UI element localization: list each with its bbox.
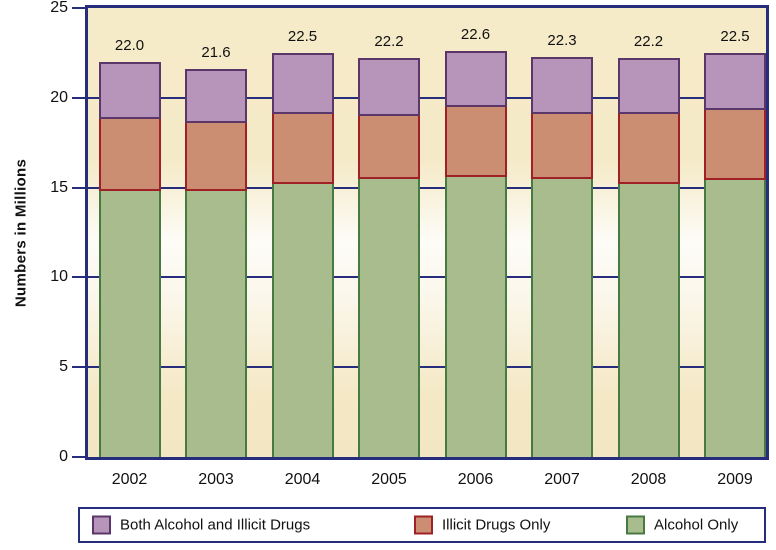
legend-item-illicit-drugs-only: Illicit Drugs Only — [414, 515, 551, 535]
bar-segment-2008-alcohol-only — [617, 184, 680, 457]
bar-segment-2005-both-alcohol-and-illicit-drugs — [358, 58, 420, 116]
y-tick-label-0: 0 — [59, 448, 68, 465]
x-tick-label-2008: 2008 — [630, 471, 667, 488]
y-tick-label-25: 25 — [50, 0, 68, 16]
legend-swatch — [414, 515, 433, 535]
bar-total-label: 22.6 — [460, 26, 491, 44]
bar-segment-2006-illicit-drugs-only — [444, 106, 507, 177]
legend-label: Alcohol Only — [654, 516, 739, 534]
y-tick-label-5: 5 — [59, 358, 68, 376]
y-tick-20 — [72, 96, 85, 99]
gridline-15 — [88, 186, 766, 189]
legend-label: Illicit Drugs Only — [442, 516, 551, 534]
legend: Both Alcohol and Illicit Drugs Illicit Dr… — [78, 507, 766, 543]
bar-segment-2007-both-alcohol-and-illicit-drugs — [531, 56, 593, 114]
legend-swatch — [92, 515, 111, 535]
bar-total-label: 22.0 — [114, 36, 145, 54]
gridline-10 — [88, 276, 766, 279]
y-tick-label-20: 20 — [50, 88, 68, 106]
bar-segment-2004-alcohol-only — [271, 184, 334, 457]
bar-segment-2002-both-alcohol-and-illicit-drugs — [98, 61, 161, 120]
bar-total-label: 21.6 — [201, 44, 231, 62]
y-tick-0 — [72, 456, 85, 458]
bar-segment-2008-both-alcohol-and-illicit-drugs — [617, 58, 680, 114]
bar-total-label: 22.2 — [633, 33, 664, 51]
bar-segment-2006-both-alcohol-and-illicit-drugs — [444, 51, 507, 107]
bar-total-label: 22.2 — [374, 33, 404, 51]
y-tick-15 — [72, 186, 85, 189]
bar-segment-2005-alcohol-only — [358, 178, 420, 457]
legend-item-alcohol-only: Alcohol Only — [626, 515, 739, 535]
bar-segment-2009-alcohol-only — [704, 180, 766, 457]
x-tick-label-2009: 2009 — [717, 471, 753, 488]
x-tick-label-2004: 2004 — [284, 471, 321, 488]
legend-swatch — [626, 515, 645, 535]
bar-segment-2002-alcohol-only — [98, 191, 161, 457]
y-tick-label-10: 10 — [50, 268, 68, 286]
legend-label: Both Alcohol and Illicit Drugs — [120, 516, 311, 534]
bar-segment-2005-illicit-drugs-only — [358, 115, 420, 179]
bar-total-label: 22.3 — [547, 31, 577, 49]
gridline-20 — [88, 96, 766, 99]
bar-total-label: 22.5 — [720, 27, 750, 45]
x-tick-label-2005: 2005 — [371, 471, 407, 488]
bar-total-label: 22.5 — [287, 27, 318, 45]
bar-segment-2009-both-alcohol-and-illicit-drugs — [704, 52, 766, 111]
bar-segment-2002-illicit-drugs-only — [98, 119, 161, 192]
bar-segment-2006-alcohol-only — [444, 176, 507, 457]
bar-segment-2004-both-alcohol-and-illicit-drugs — [271, 52, 334, 114]
bar-segment-2007-illicit-drugs-only — [531, 113, 593, 179]
gridline-5 — [88, 366, 766, 369]
x-tick-label-2003: 2003 — [198, 471, 234, 488]
bar-segment-2004-illicit-drugs-only — [271, 113, 334, 185]
legend-item-both-alcohol-and-illicit-drugs: Both Alcohol and Illicit Drugs — [92, 515, 311, 535]
bar-segment-2003-alcohol-only — [185, 191, 247, 457]
x-tick-label-2002: 2002 — [111, 471, 148, 488]
x-tick-label-2007: 2007 — [544, 471, 580, 488]
bar-segment-2008-illicit-drugs-only — [617, 113, 680, 185]
bar-segment-2009-illicit-drugs-only — [704, 110, 766, 181]
x-tick-label-2006: 2006 — [457, 471, 494, 488]
y-tick-10 — [72, 276, 85, 279]
y-tick-5 — [72, 366, 85, 369]
y-tick-label-15: 15 — [50, 178, 68, 196]
y-tick-25 — [72, 7, 85, 9]
bar-segment-2007-alcohol-only — [531, 178, 593, 457]
plot-area: 22.0 21.6 22.5 22.2 22.6 22.3 22.2 22.5 — [85, 5, 769, 460]
bar-segment-2003-illicit-drugs-only — [185, 122, 247, 192]
bar-segment-2003-both-alcohol-and-illicit-drugs — [185, 69, 247, 123]
